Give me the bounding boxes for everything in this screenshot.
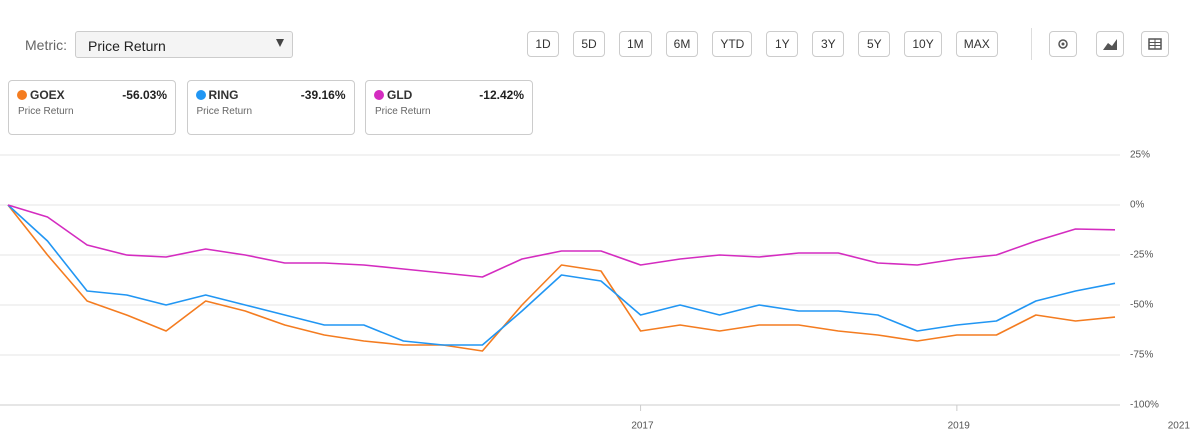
range-button[interactable]: 1D: [527, 31, 559, 57]
y-tick-label: 25%: [1130, 150, 1150, 161]
y-tick-label: -100%: [1130, 400, 1159, 411]
range-button[interactable]: 6M: [665, 31, 699, 57]
legend-name: GOEX: [30, 88, 65, 102]
range-button[interactable]: YTD: [712, 31, 753, 57]
legend-metric: Price Return: [375, 106, 431, 117]
chart-icon: [1103, 39, 1117, 50]
toolbar: Metric: Price Return 1D 5D 1M 6M YTD 1Y 3Y 5Y 10…: [0, 28, 1199, 60]
range-buttons: 1D 5D 1M 6M YTD 1Y 3Y 5Y 10Y MAX: [527, 31, 998, 57]
legend-change: -56.03%: [122, 88, 167, 102]
settings-icon: [1058, 39, 1068, 49]
range-button[interactable]: 1Y: [766, 31, 799, 57]
chart-type-button[interactable]: [1096, 31, 1124, 57]
series-line: [7, 204, 1116, 352]
range-button[interactable]: 5D: [573, 31, 605, 57]
legend-dot: [17, 90, 27, 100]
range-button[interactable]: MAX: [955, 31, 998, 57]
range-button[interactable]: 1M: [619, 31, 652, 57]
series-line: [7, 204, 1116, 346]
y-tick-label: 0%: [1130, 200, 1145, 211]
legend-metric: Price Return: [196, 106, 253, 117]
separator: [1031, 28, 1032, 60]
metric-label: Metric:: [25, 37, 67, 53]
metric-value: Price Return: [88, 38, 166, 54]
settings-button[interactable]: [1049, 31, 1077, 57]
x-tick-label: 2017: [631, 421, 654, 432]
range-button[interactable]: 3Y: [812, 31, 845, 57]
legend-change: -39.16%: [300, 88, 346, 102]
legend-dot: [374, 90, 384, 100]
y-tick-label: -75%: [1130, 350, 1153, 361]
y-tick-label: -50%: [1130, 300, 1153, 311]
x-tick-label: 2019: [948, 421, 971, 432]
chart: 25% 0% -25% -50% -75% -100% 2017 2019 2021: [0, 150, 1191, 432]
legend-card[interactable]: GOEX -56.03% Price Return: [8, 80, 176, 135]
range-button[interactable]: 10Y: [904, 31, 942, 57]
legend-card[interactable]: RING -39.16% Price Return: [186, 80, 355, 135]
legend-metric: Price Return: [18, 106, 74, 117]
dropdown-arrow: [276, 39, 284, 47]
legend-name: GLD: [387, 88, 413, 102]
y-tick-label: -25%: [1130, 250, 1153, 261]
legend-name: RING: [208, 88, 239, 102]
legend-change: -12.42%: [479, 88, 524, 102]
series-line: [7, 204, 1116, 278]
range-button[interactable]: 5Y: [858, 31, 891, 57]
legend-card[interactable]: GLD -12.42% Price Return: [365, 80, 533, 135]
legend-dot: [195, 90, 206, 100]
table-button[interactable]: [1141, 31, 1169, 57]
x-tick-label: 2021: [1168, 421, 1191, 432]
metric-select[interactable]: Price Return: [75, 31, 293, 58]
table-icon: [1148, 38, 1162, 50]
